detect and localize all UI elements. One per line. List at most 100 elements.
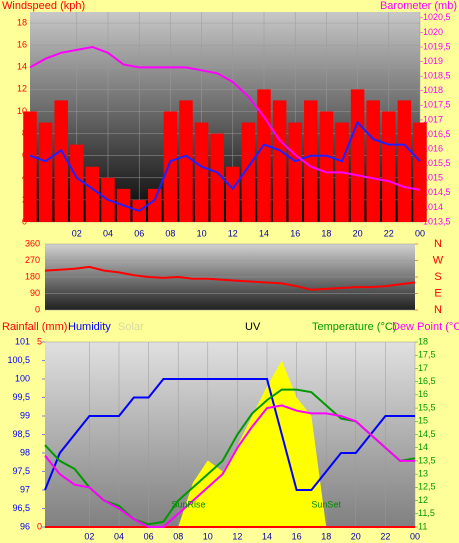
x-tick-label: 04 xyxy=(103,228,113,238)
bar xyxy=(194,122,209,222)
x-tick-label: 20 xyxy=(351,531,361,541)
x-tick-label: 14 xyxy=(259,228,269,238)
y-tick-label: 5 xyxy=(37,336,42,346)
y-tick-label: 1016,5 xyxy=(423,129,451,139)
x-tick-label: 10 xyxy=(203,531,213,541)
x-tick-label: 22 xyxy=(384,228,394,238)
y-tick-label: 12 xyxy=(418,495,428,505)
line xyxy=(44,265,416,291)
line xyxy=(29,45,421,191)
y-tick-label: 1020 xyxy=(423,27,443,37)
bar xyxy=(23,111,37,222)
x-tick-label: 10 xyxy=(197,228,207,238)
x-tick-label: 12 xyxy=(228,228,238,238)
y-tick-label: 100,5 xyxy=(7,355,30,365)
y-tick-label: 10 xyxy=(17,106,27,116)
y-tick-label: 90 xyxy=(30,288,40,298)
y-tick-label: 1017,5 xyxy=(423,100,451,110)
y-tick-label: 97 xyxy=(20,484,30,494)
x-tick-label: 04 xyxy=(114,531,124,541)
y-tick-label: 1017 xyxy=(423,114,443,124)
y-tick-label: 15,5 xyxy=(418,402,436,412)
x-tick-label: 18 xyxy=(321,531,331,541)
y-tick-label: 270 xyxy=(25,255,40,265)
y-tick-label: 17,5 xyxy=(418,350,436,360)
y-tick-label: 12 xyxy=(17,84,27,94)
y-tick-label: 97,5 xyxy=(12,466,30,476)
y-tick-label: N xyxy=(434,304,442,316)
bar xyxy=(148,188,162,222)
y-tick-label: 96 xyxy=(20,521,30,531)
y-tick-label: 13 xyxy=(418,469,428,479)
legend-entry: UV xyxy=(245,321,261,333)
y-label: Windspeed (kph) xyxy=(2,0,85,12)
y-tick-label: 98,5 xyxy=(12,429,30,439)
bar xyxy=(241,122,256,222)
legend-entry: Dew Point (°C xyxy=(392,321,459,333)
y-tick-label: 98 xyxy=(20,447,30,457)
bar xyxy=(382,111,396,222)
y-tick-label: S xyxy=(434,271,441,283)
bar xyxy=(288,122,302,222)
y-tick-label: 1015,5 xyxy=(423,158,451,168)
y-tick-label: N xyxy=(434,238,442,250)
bar xyxy=(226,166,240,222)
y-tick-label: 1014,5 xyxy=(423,187,451,197)
x-tick-label: 00 xyxy=(415,228,425,238)
y-tick-label: 1019,5 xyxy=(423,41,451,51)
y-tick-label: 1014 xyxy=(423,202,443,212)
bar xyxy=(319,111,334,222)
y-tick-label: 11,5 xyxy=(418,508,435,518)
x-tick-label: 00 xyxy=(410,531,420,541)
y-tick-label: 1015 xyxy=(423,173,443,183)
line xyxy=(44,404,415,528)
x-tick-label: 22 xyxy=(380,531,390,541)
y-tick-label: 1019 xyxy=(423,56,443,66)
x-tick-label: 08 xyxy=(165,228,175,238)
y-tick-label: 360 xyxy=(25,238,40,248)
bar xyxy=(54,100,68,222)
x-tick-label: 02 xyxy=(84,531,94,541)
y-tick-label: 0 xyxy=(37,521,42,531)
y-tick-label: 12,5 xyxy=(418,482,436,492)
x-tick-label: 06 xyxy=(144,531,154,541)
y-tick-label: 1020,5 xyxy=(423,12,451,22)
x-tick-label: 08 xyxy=(173,531,183,541)
bar xyxy=(163,111,178,222)
annotation: SunRise xyxy=(172,499,206,509)
legend-entry: Humidity xyxy=(68,321,111,333)
y-tick-label: 101 xyxy=(15,336,30,346)
y-tick-label: 17 xyxy=(418,363,428,373)
bar xyxy=(85,166,100,222)
bar xyxy=(70,144,84,222)
x-tick-label: 20 xyxy=(353,228,363,238)
y-tick-label: 99,5 xyxy=(12,392,30,402)
annotation: SunSet xyxy=(311,499,341,509)
y-tick-label: 0 xyxy=(35,304,40,314)
y-tick-label: 14,5 xyxy=(418,429,436,439)
y2-label: Barometer (mb) xyxy=(380,0,457,12)
bar xyxy=(304,100,318,222)
bar xyxy=(397,100,412,222)
y-tick-label: 14 xyxy=(17,62,27,72)
y-tick-label: 1013,5 xyxy=(423,216,451,226)
bar xyxy=(210,133,224,222)
x-tick-label: 02 xyxy=(72,228,82,238)
y-tick-label: 96,5 xyxy=(12,503,30,513)
y-tick-label: E xyxy=(434,287,441,299)
y-tick-label: 14 xyxy=(418,442,428,452)
x-tick-label: 14 xyxy=(262,531,272,541)
y-tick-label: 18 xyxy=(418,336,428,346)
x-tick-label: 18 xyxy=(321,228,331,238)
legend-entry: Solar xyxy=(118,321,144,333)
y-tick-label: 18 xyxy=(17,17,27,27)
bar xyxy=(350,89,365,222)
y-tick-label: 15 xyxy=(418,416,428,426)
y-tick-label: 1018 xyxy=(423,85,443,95)
bar xyxy=(366,100,380,222)
y-tick-label: 1016 xyxy=(423,143,443,153)
bar xyxy=(179,100,193,222)
y-tick-label: 16,5 xyxy=(418,376,436,386)
y-tick-label: 16 xyxy=(17,40,27,50)
